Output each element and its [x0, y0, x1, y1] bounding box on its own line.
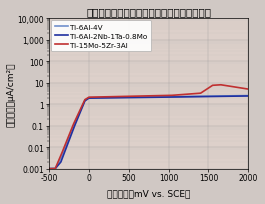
Ti-6Al-4V: [83, 99, 87, 102]
Ti-6Al-2Nb-1Ta-0.8Mo: [167, 96, 170, 99]
Ti-6Al-4V: [177, 96, 180, 98]
Ti-6Al-4V: [123, 96, 127, 99]
Ti-6Al-4V: [47, 168, 50, 170]
X-axis label: 電極電位（mV vs. SCE）: 電極電位（mV vs. SCE）: [107, 188, 190, 197]
Ti-15Mo-5Zr-3Al: [83, 99, 87, 101]
Line: Ti-6Al-4V: Ti-6Al-4V: [49, 96, 248, 169]
Ti-6Al-4V: [196, 95, 199, 98]
Title: インプラント材料の分極特性（社内データ）: インプラント材料の分極特性（社内データ）: [86, 7, 211, 17]
Ti-15Mo-5Zr-3Al: [123, 96, 127, 98]
Ti-15Mo-5Zr-3Al: [211, 85, 214, 87]
Line: Ti-15Mo-5Zr-3Al: Ti-15Mo-5Zr-3Al: [49, 85, 248, 169]
Ti-6Al-2Nb-1Ta-0.8Mo: [83, 100, 87, 102]
Line: Ti-6Al-2Nb-1Ta-0.8Mo: Ti-6Al-2Nb-1Ta-0.8Mo: [49, 96, 248, 169]
Ti-15Mo-5Zr-3Al: [167, 95, 170, 97]
Ti-6Al-4V: [211, 95, 214, 98]
Ti-6Al-2Nb-1Ta-0.8Mo: [247, 95, 250, 98]
Ti-15Mo-5Zr-3Al: [247, 88, 250, 91]
Ti-15Mo-5Zr-3Al: [177, 94, 180, 97]
Ti-15Mo-5Zr-3Al: [219, 84, 222, 86]
Ti-6Al-4V: [247, 95, 250, 97]
Ti-6Al-2Nb-1Ta-0.8Mo: [177, 96, 180, 99]
Ti-6Al-2Nb-1Ta-0.8Mo: [196, 96, 199, 98]
Ti-6Al-2Nb-1Ta-0.8Mo: [47, 168, 50, 170]
Ti-15Mo-5Zr-3Al: [196, 93, 199, 95]
Ti-6Al-2Nb-1Ta-0.8Mo: [211, 96, 214, 98]
Ti-15Mo-5Zr-3Al: [47, 168, 50, 170]
Legend: Ti-6Al-4V, Ti-6Al-2Nb-1Ta-0.8Mo, Ti-15Mo-5Zr-3Al: Ti-6Al-4V, Ti-6Al-2Nb-1Ta-0.8Mo, Ti-15Mo…: [51, 21, 151, 52]
Ti-6Al-4V: [167, 96, 170, 98]
Ti-6Al-2Nb-1Ta-0.8Mo: [123, 97, 127, 99]
Y-axis label: 電流密度（μA/cm²）: 電流密度（μA/cm²）: [7, 62, 16, 126]
